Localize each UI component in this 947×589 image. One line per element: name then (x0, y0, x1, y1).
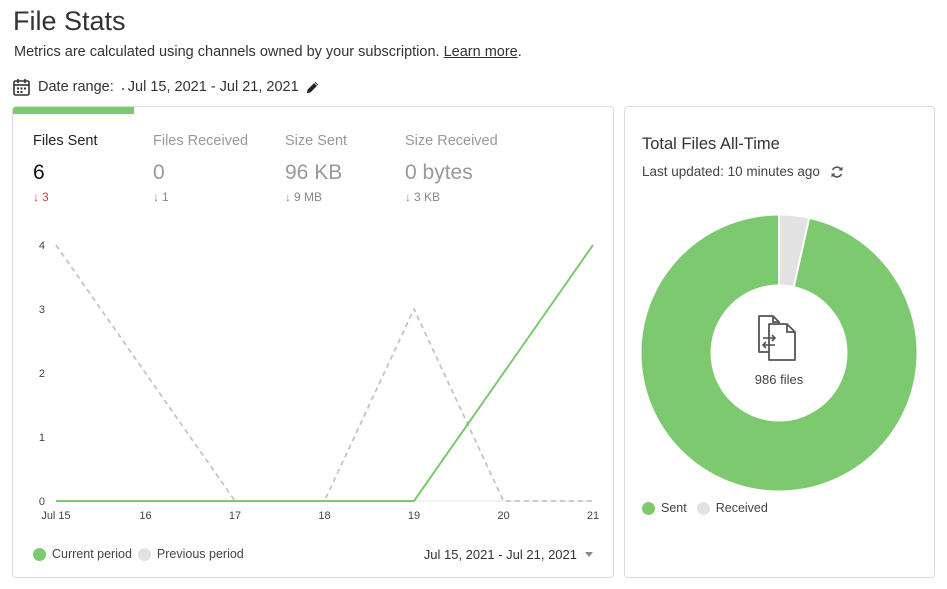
legend-sent-label: Sent (661, 501, 687, 515)
subtitle-text: Metrics are calculated using channels ow… (14, 44, 440, 60)
chevron-down-icon (585, 552, 593, 557)
subtitle-end: . (517, 44, 522, 60)
legend-current-period[interactable]: Current period (33, 547, 132, 561)
metric-delta: ↓ 9 MB (285, 190, 347, 204)
x-tick-label: 19 (408, 510, 420, 522)
arrow-down-icon: ↓ (33, 190, 39, 204)
metric-delta: ↓ 3 KB (405, 190, 498, 204)
series-previous-period-line (55, 244, 593, 502)
legend-swatch-sent (642, 501, 655, 515)
y-tick-label: 2 (39, 368, 45, 380)
date-range-separator (121, 88, 124, 90)
line-chart: 0 1 2 3 4 Jul 15 16 17 18 19 20 21 (39, 240, 599, 522)
legend-previous-label: Previous period (156, 547, 244, 561)
x-tick-label: 20 (497, 510, 509, 522)
x-tick-label: 21 (587, 510, 599, 522)
period-select[interactable]: Jul 15, 2021 - Jul 21, 2021 (424, 547, 593, 562)
x-tick-label: Jul 15 (41, 510, 70, 522)
file-stats-card: Files Sent 6 ↓ 3 Files Received 0 ↓ 1 Si… (12, 106, 614, 578)
active-tab-indicator (13, 107, 134, 114)
legend-received-label: Received (715, 501, 768, 515)
donut-separator (792, 218, 810, 287)
metric-delta: ↓ 3 (33, 190, 97, 204)
period-select-value: Jul 15, 2021 - Jul 21, 2021 (423, 547, 577, 562)
refresh-icon[interactable] (830, 165, 844, 179)
arrow-down-icon: ↓ (153, 190, 159, 204)
metric-label: Files Received (153, 133, 249, 149)
metric-files-received[interactable]: Files Received 0 ↓ 1 (153, 133, 248, 204)
metric-value: 0 bytes (405, 161, 473, 184)
legend-received[interactable]: Received (696, 501, 768, 515)
metric-delta: ↓ 1 (153, 190, 248, 204)
legend-previous-period[interactable]: Previous period (137, 547, 244, 561)
legend-current-label: Current period (52, 547, 132, 561)
metric-value: 0 (153, 161, 165, 184)
legend-sent[interactable]: Sent (642, 501, 687, 515)
date-range-label: Date range: (38, 79, 114, 95)
arrow-down-icon: ↓ (405, 190, 411, 204)
legend-swatch-current (33, 547, 46, 561)
subtitle: Metrics are calculated using channels ow… (14, 44, 522, 60)
metric-label: Size Sent (285, 133, 348, 149)
x-tick-label: 18 (318, 510, 330, 522)
metric-delta-value: 1 (162, 190, 169, 204)
last-updated-text: Last updated: 10 minutes ago (642, 164, 820, 179)
metrics-row: Files Sent 6 ↓ 3 Files Received 0 ↓ 1 Si… (13, 107, 613, 217)
metric-delta-value: 3 KB (414, 190, 441, 204)
last-updated: Last updated: 10 minutes ago (642, 164, 844, 179)
y-tick-label: 1 (39, 432, 45, 444)
metric-size-sent[interactable]: Size Sent 96 KB ↓ 9 MB (285, 133, 347, 204)
total-files-card: Total Files All-Time Last updated: 10 mi… (624, 106, 935, 578)
metric-label: Size Received (405, 133, 498, 149)
arrow-down-icon: ↓ (285, 190, 291, 204)
x-tick-label: 17 (229, 510, 241, 522)
legend-swatch-received (696, 501, 710, 515)
date-range: Date range: Jul 15, 2021 - Jul 21, 2021 (13, 77, 320, 97)
metric-value: 6 (33, 161, 45, 184)
metric-size-received[interactable]: Size Received 0 bytes ↓ 3 KB (405, 133, 498, 204)
metric-files-sent[interactable]: Files Sent 6 ↓ 3 (33, 133, 97, 204)
y-tick-label: 3 (39, 304, 45, 316)
metric-delta-value: 3 (42, 190, 49, 204)
metric-label: Files Sent (33, 133, 98, 149)
donut-legend: Sent Received (642, 501, 778, 515)
date-range-value[interactable]: Jul 15, 2021 - Jul 21, 2021 (127, 79, 299, 95)
y-tick-label: 0 (39, 496, 45, 508)
series-current-period-line (56, 244, 594, 502)
legend-swatch-previous (137, 547, 151, 561)
learn-more-link[interactable]: Learn more (443, 44, 518, 60)
page-title: File Stats (13, 6, 126, 36)
calendar-icon (13, 79, 30, 96)
y-tick-label: 4 (39, 240, 45, 252)
donut-chart (641, 215, 917, 491)
pencil-icon[interactable] (305, 80, 320, 95)
metric-value: 96 KB (285, 161, 343, 184)
x-tick-label: 16 (139, 510, 151, 522)
metric-delta-value: 9 MB (294, 190, 323, 204)
total-files-title: Total Files All-Time (642, 135, 780, 153)
chart-legend: Current period Previous period (33, 547, 250, 561)
